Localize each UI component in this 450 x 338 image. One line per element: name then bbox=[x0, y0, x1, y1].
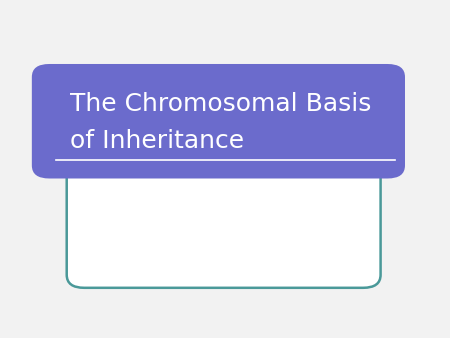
Text: The Chromosomal Basis: The Chromosomal Basis bbox=[70, 92, 372, 116]
FancyBboxPatch shape bbox=[67, 67, 381, 288]
Text: of Inheritance: of Inheritance bbox=[70, 129, 244, 153]
FancyBboxPatch shape bbox=[32, 64, 405, 178]
